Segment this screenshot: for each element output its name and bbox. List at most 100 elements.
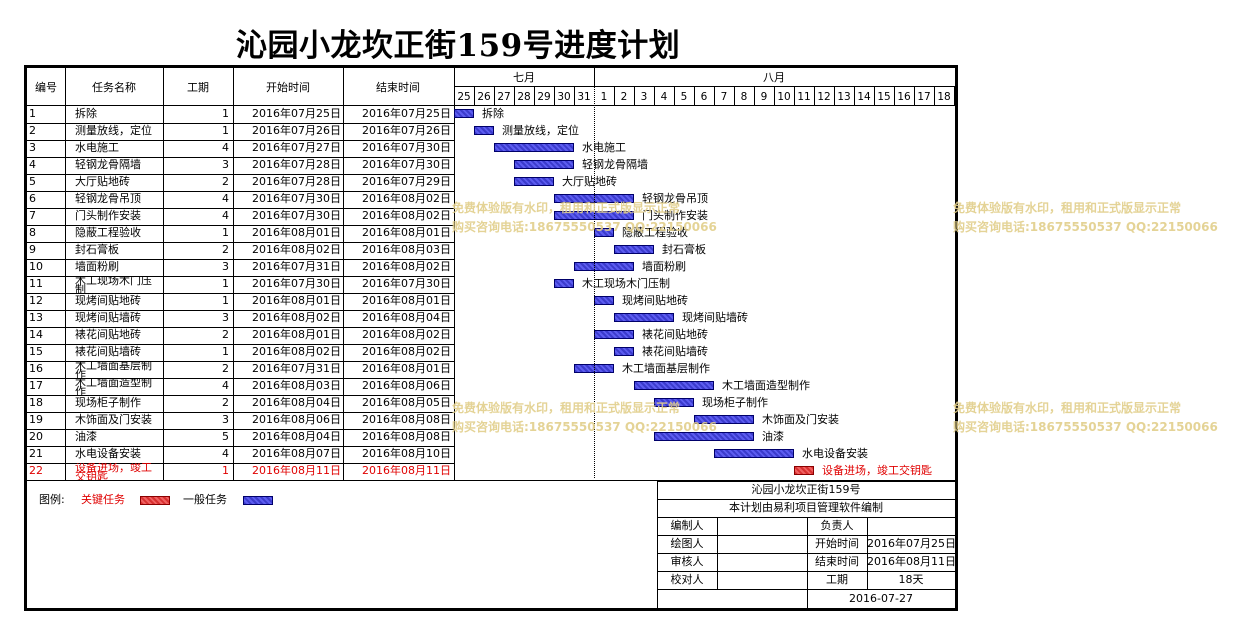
task-duration-cell: 4 bbox=[222, 141, 229, 154]
task-duration-cell: 3 bbox=[222, 158, 229, 171]
task-start-cell: 2016年08月06日 bbox=[252, 413, 341, 426]
task-end-cell: 2016年08月01日 bbox=[362, 362, 451, 375]
gantt-bar-label: 设备进场，竣工交钥匙 bbox=[822, 464, 932, 477]
task-name-cell: 墙面粉刷 bbox=[75, 260, 119, 273]
task-duration-cell: 2 bbox=[222, 362, 229, 375]
task-start-cell: 2016年08月04日 bbox=[252, 396, 341, 409]
gantt-bar-label: 裱花间贴墙砖 bbox=[642, 345, 708, 358]
task-end-cell: 2016年08月08日 bbox=[362, 413, 451, 426]
task-duration-cell: 4 bbox=[222, 447, 229, 460]
gantt-bar[interactable] bbox=[554, 279, 574, 288]
task-name-cell: 裱花间贴地砖 bbox=[75, 328, 141, 341]
info-box: 沁园小龙坎正街159号 本计划由易利项目管理软件编制 编制人 负责人 绘图人 开… bbox=[657, 481, 955, 608]
task-end-cell: 2016年07月30日 bbox=[362, 141, 451, 154]
gantt-bar[interactable] bbox=[454, 109, 474, 118]
task-duration-cell: 1 bbox=[222, 345, 229, 358]
task-end-cell: 2016年08月04日 bbox=[362, 311, 451, 324]
watermark-3: 免费体验版有水印，租用和正式版显示正常 购买咨询电话:18675550537 QQ… bbox=[452, 401, 717, 434]
gantt-bar[interactable] bbox=[614, 313, 674, 322]
task-id-cell: 22 bbox=[29, 464, 43, 477]
gantt-bar-label: 大厅贴地砖 bbox=[562, 175, 617, 188]
gantt-bar[interactable] bbox=[514, 177, 554, 186]
col-header-id: 编号 bbox=[35, 81, 57, 94]
task-id-cell: 14 bbox=[29, 328, 43, 341]
gantt-bar[interactable] bbox=[654, 398, 694, 407]
day-label: 13 bbox=[837, 91, 851, 103]
gantt-sheet: 编号 任务名称 工期 开始时间 结束时间 七月 八月 25 26 27 28 29 30 3… bbox=[24, 65, 958, 611]
month-august: 八月 bbox=[763, 71, 785, 84]
task-name-cell: 设备进场，竣工交钥匙 bbox=[75, 463, 152, 480]
page-title: 沁园小龙坎正街159号进度计划 bbox=[236, 28, 681, 64]
task-id-cell: 19 bbox=[29, 413, 43, 426]
task-id-cell: 6 bbox=[29, 192, 36, 205]
gantt-bar[interactable] bbox=[494, 143, 574, 152]
task-end-cell: 2016年08月01日 bbox=[362, 294, 451, 307]
task-start-cell: 2016年08月02日 bbox=[252, 311, 341, 324]
day-label: 5 bbox=[680, 91, 688, 103]
info-checker-label: 校对人 bbox=[670, 573, 704, 586]
task-end-cell: 2016年08月05日 bbox=[362, 396, 451, 409]
gantt-bar[interactable] bbox=[594, 296, 614, 305]
gantt-bar-label: 裱花间贴地砖 bbox=[642, 328, 708, 341]
gantt-bar[interactable] bbox=[574, 262, 634, 271]
day-label: 12 bbox=[817, 91, 831, 103]
gantt-bar[interactable] bbox=[654, 432, 754, 441]
info-reviewer-label: 审核人 bbox=[670, 555, 704, 568]
gantt-bar[interactable] bbox=[694, 415, 754, 424]
task-start-cell: 2016年07月30日 bbox=[252, 277, 341, 290]
task-id-cell: 5 bbox=[29, 175, 36, 188]
task-duration-cell: 2 bbox=[222, 243, 229, 256]
task-duration-cell: 3 bbox=[222, 260, 229, 273]
day-label: 18 bbox=[937, 91, 951, 103]
gantt-bar[interactable] bbox=[614, 245, 654, 254]
task-start-cell: 2016年07月31日 bbox=[252, 260, 341, 273]
gantt-bar[interactable] bbox=[514, 160, 574, 169]
task-start-cell: 2016年07月27日 bbox=[252, 141, 341, 154]
task-end-cell: 2016年07月30日 bbox=[362, 158, 451, 171]
task-duration-cell: 3 bbox=[222, 413, 229, 426]
task-id-cell: 15 bbox=[29, 345, 43, 358]
col-header-name: 任务名称 bbox=[92, 81, 136, 94]
task-id-cell: 7 bbox=[29, 209, 36, 222]
task-id-cell: 17 bbox=[29, 379, 43, 392]
task-name-cell: 木工墙面造型制作 bbox=[75, 378, 152, 395]
day-label: 2 bbox=[620, 91, 628, 103]
task-name-cell: 门头制作安装 bbox=[75, 209, 141, 222]
task-duration-cell: 1 bbox=[222, 277, 229, 290]
today-line bbox=[594, 86, 595, 478]
task-name-cell: 轻钢龙骨吊顶 bbox=[75, 192, 141, 205]
task-name-cell: 隐蔽工程验收 bbox=[75, 226, 141, 239]
info-start-label: 开始时间 bbox=[815, 537, 859, 550]
info-duration: 18天 bbox=[898, 573, 924, 586]
watermark-1: 免费体验版有水印，租用和正式版显示正常 购买咨询电话:18675550537 QQ… bbox=[452, 201, 717, 234]
watermark-2: 免费体验版有水印，租用和正式版显示正常 购买咨询电话:18675550537 QQ… bbox=[953, 201, 1218, 234]
info-note: 本计划由易利项目管理软件编制 bbox=[729, 501, 883, 514]
gantt-bar[interactable] bbox=[594, 330, 634, 339]
day-label: 27 bbox=[497, 91, 511, 103]
task-duration-cell: 1 bbox=[222, 294, 229, 307]
task-duration-cell: 4 bbox=[222, 379, 229, 392]
task-name-cell: 油漆 bbox=[75, 430, 97, 443]
task-id-cell: 3 bbox=[29, 141, 36, 154]
gantt-bar[interactable] bbox=[794, 466, 814, 475]
day-label: 3 bbox=[640, 91, 648, 103]
info-date: 2016-07-27 bbox=[849, 592, 913, 605]
gantt-bar[interactable] bbox=[614, 347, 634, 356]
gantt-bar[interactable] bbox=[634, 381, 714, 390]
legend-critical-swatch bbox=[140, 496, 170, 505]
info-start: 2016年07月25日 bbox=[867, 537, 955, 550]
task-end-cell: 2016年08月08日 bbox=[362, 430, 451, 443]
task-name-cell: 封石膏板 bbox=[75, 243, 119, 256]
gantt-bar-label: 水电设备安装 bbox=[802, 447, 868, 460]
task-name-cell: 现烤间贴墙砖 bbox=[75, 311, 141, 324]
day-label: 6 bbox=[700, 91, 708, 103]
gantt-bar[interactable] bbox=[474, 126, 494, 135]
task-end-cell: 2016年07月25日 bbox=[362, 107, 451, 120]
legend-label: 图例: bbox=[39, 493, 65, 506]
gantt-bar-label: 墙面粉刷 bbox=[642, 260, 686, 273]
task-start-cell: 2016年07月31日 bbox=[252, 362, 341, 375]
task-duration-cell: 2 bbox=[222, 328, 229, 341]
gantt-bar[interactable] bbox=[714, 449, 794, 458]
task-duration-cell: 3 bbox=[222, 311, 229, 324]
col-header-duration: 工期 bbox=[187, 81, 209, 94]
